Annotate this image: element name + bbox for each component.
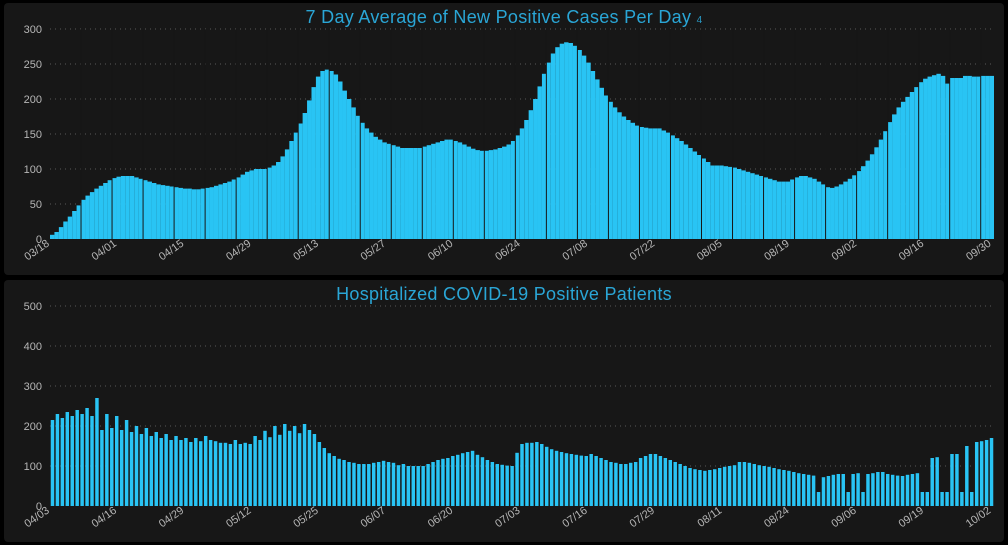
- svg-text:100: 100: [24, 164, 42, 176]
- svg-text:06/07: 06/07: [359, 505, 388, 531]
- svg-text:07/16: 07/16: [560, 505, 589, 531]
- svg-text:150: 150: [24, 129, 42, 141]
- svg-text:05/13: 05/13: [291, 238, 320, 264]
- svg-text:07/08: 07/08: [560, 238, 589, 264]
- svg-text:500: 500: [24, 301, 42, 313]
- svg-text:04/29: 04/29: [224, 238, 253, 264]
- svg-text:07/22: 07/22: [628, 238, 657, 264]
- svg-text:10/02: 10/02: [964, 505, 993, 531]
- svg-text:09/06: 09/06: [829, 505, 858, 531]
- svg-text:300: 300: [24, 381, 42, 393]
- svg-text:06/10: 06/10: [426, 238, 455, 264]
- svg-text:06/20: 06/20: [426, 505, 455, 531]
- cases-chart-plot: 05010015020025030003/1804/0104/1504/2905…: [50, 29, 994, 239]
- svg-text:400: 400: [24, 341, 42, 353]
- svg-text:05/27: 05/27: [359, 238, 388, 264]
- svg-text:250: 250: [24, 59, 42, 71]
- cases-chart-title: 7 Day Average of New Positive Cases Per …: [4, 3, 1004, 28]
- svg-text:08/24: 08/24: [762, 505, 791, 531]
- svg-text:50: 50: [30, 199, 42, 211]
- svg-text:07/29: 07/29: [628, 505, 657, 531]
- hospitalized-chart-title: Hospitalized COVID-19 Positive Patients: [4, 280, 1004, 305]
- svg-text:09/02: 09/02: [830, 238, 859, 264]
- svg-text:09/16: 09/16: [897, 238, 926, 264]
- cases-chart-panel: 7 Day Average of New Positive Cases Per …: [4, 3, 1004, 275]
- svg-text:09/30: 09/30: [964, 238, 993, 264]
- svg-text:05/25: 05/25: [291, 505, 320, 531]
- svg-text:07/03: 07/03: [493, 505, 522, 531]
- svg-text:200: 200: [24, 421, 42, 433]
- svg-text:09/19: 09/19: [897, 505, 926, 531]
- svg-text:04/16: 04/16: [90, 505, 119, 531]
- svg-text:200: 200: [24, 94, 42, 106]
- hospitalized-chart-plot: 010020030040050004/0304/1604/2905/1205/2…: [50, 306, 994, 506]
- svg-text:04/29: 04/29: [157, 505, 186, 531]
- hospitalized-chart-panel: Hospitalized COVID-19 Positive Patients …: [4, 280, 1004, 542]
- svg-text:100: 100: [24, 461, 42, 473]
- svg-text:08/19: 08/19: [762, 238, 791, 264]
- svg-text:05/12: 05/12: [224, 505, 253, 531]
- svg-text:08/05: 08/05: [695, 238, 724, 264]
- svg-text:04/01: 04/01: [90, 238, 119, 264]
- svg-text:08/11: 08/11: [695, 505, 724, 530]
- svg-text:04/15: 04/15: [157, 238, 186, 264]
- svg-text:06/24: 06/24: [493, 238, 522, 264]
- svg-text:300: 300: [24, 24, 42, 36]
